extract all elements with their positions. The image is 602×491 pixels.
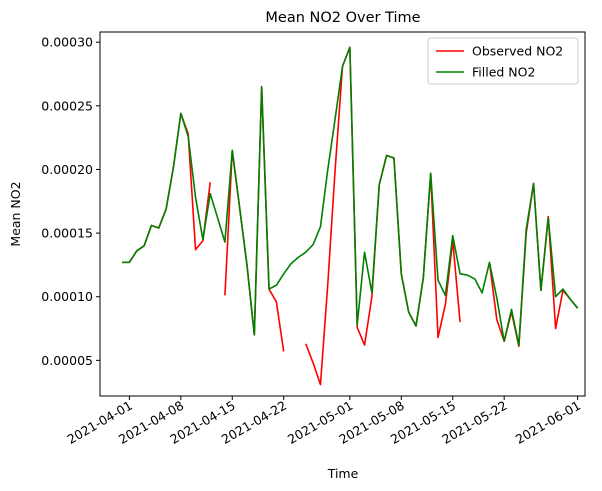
series-line-observed-no2-segment-4 (488, 182, 579, 348)
legend-box (427, 37, 579, 85)
y-tick-label: 0.00015 (41, 226, 93, 241)
legend: Observed NO2 Filled NO2 (427, 37, 579, 85)
legend-label: Observed NO2 (472, 44, 563, 59)
x-axis-label: Time (327, 466, 359, 481)
series-line-observed-no2-segment-3 (305, 46, 461, 386)
y-tick-label: 0.00010 (41, 289, 93, 304)
y-tick-label: 0.00030 (41, 35, 93, 50)
plot-area (122, 46, 579, 386)
y-tick-label: 0.00005 (41, 353, 93, 368)
y-axis-label: Mean NO2 (8, 181, 23, 246)
y-axis: 0.00005 0.00010 0.00015 0.00020 0.00025 0.000… (41, 35, 100, 368)
x-tick-label: 2021-06-01 (513, 398, 583, 447)
legend-label: Filled NO2 (472, 65, 535, 80)
chart-title: Mean NO2 Over Time (265, 10, 420, 26)
plot-frame (99, 31, 586, 397)
y-tick-label: 0.00020 (41, 162, 93, 177)
x-axis: 2021-04-012021-04-082021-04-152021-04-22… (64, 396, 583, 447)
y-tick-label: 0.00025 (41, 98, 93, 113)
series-line-observed-no2-segment-1 (122, 112, 212, 264)
series-line-filled-no2-segment-1 (122, 46, 579, 346)
